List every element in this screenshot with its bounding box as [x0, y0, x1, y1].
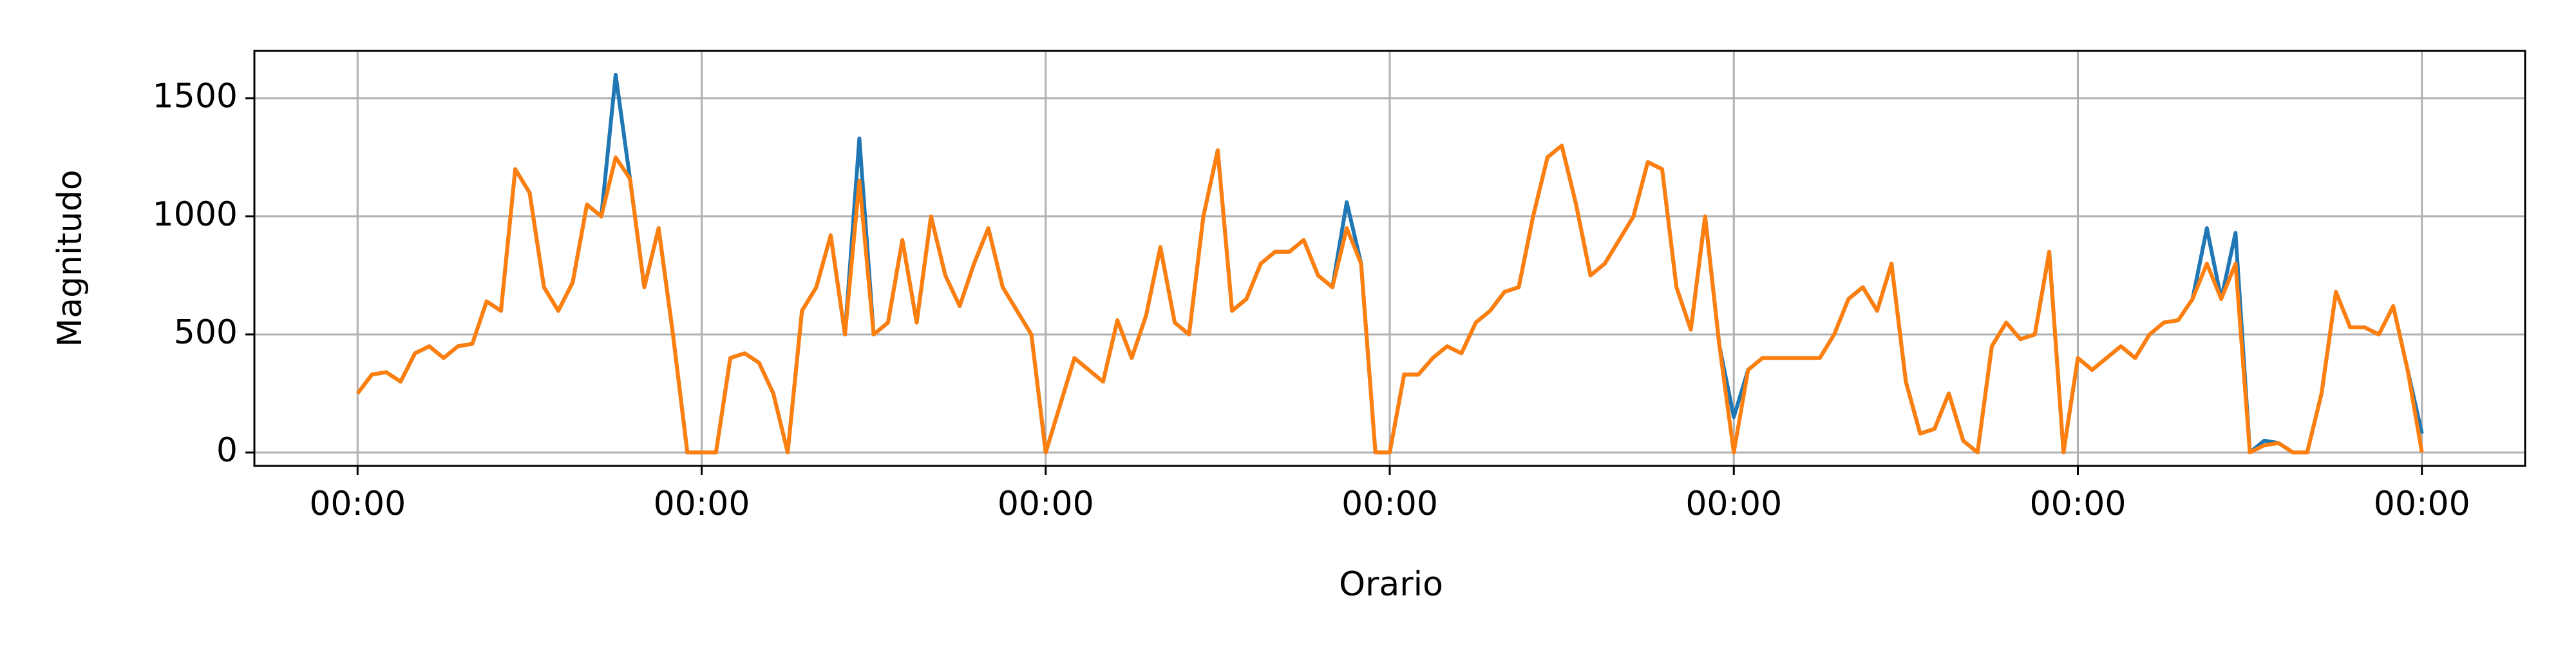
- x-tick-label: 00:00: [2030, 485, 2126, 523]
- x-tick-label: 00:00: [998, 485, 1094, 523]
- y-tick-label: 0: [216, 431, 238, 470]
- x-axis-label: Orario: [1339, 565, 1443, 604]
- x-tick-label: 00:00: [1685, 485, 1782, 523]
- x-tick-label: 00:00: [654, 485, 750, 523]
- y-axis-label: Magnitudo: [51, 169, 90, 347]
- plot-frame: [253, 50, 2526, 467]
- y-tick-label: 1500: [153, 77, 238, 116]
- x-tick-label: 00:00: [2374, 485, 2470, 523]
- data-line: [355, 143, 2424, 455]
- x-tick-label: 00:00: [309, 485, 406, 523]
- y-tick-label: 1000: [153, 195, 238, 234]
- y-tick-label: 500: [174, 313, 238, 352]
- x-tick-label: 00:00: [1341, 485, 1438, 523]
